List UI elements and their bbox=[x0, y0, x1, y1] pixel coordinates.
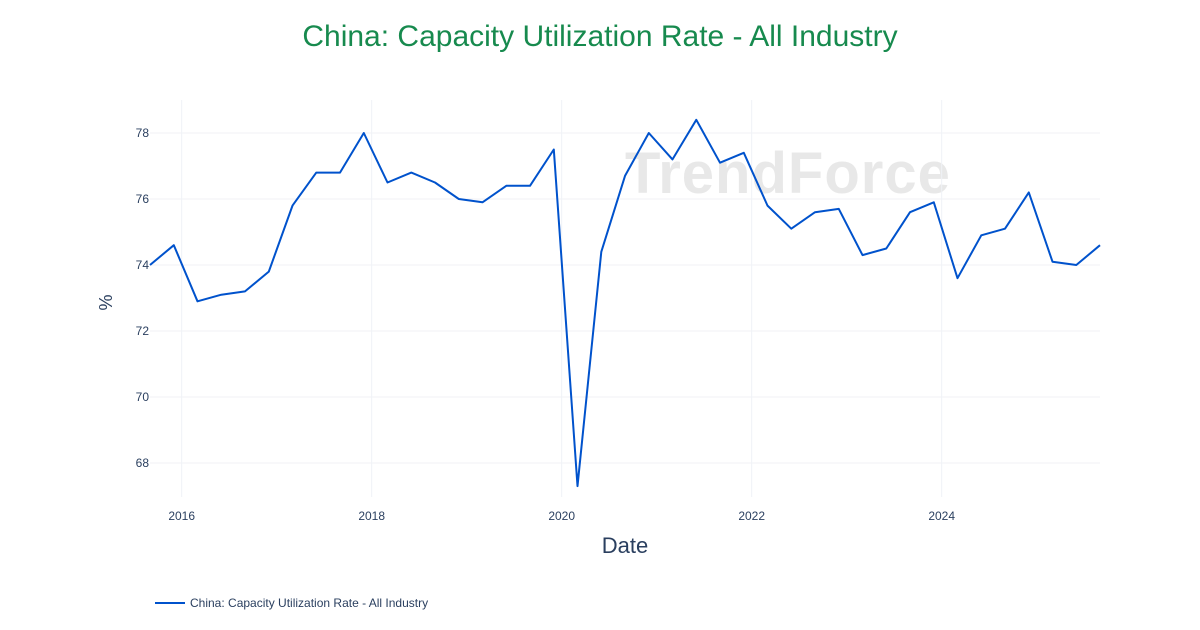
data-point bbox=[1027, 190, 1031, 194]
data-point bbox=[196, 299, 200, 303]
data-point bbox=[457, 197, 461, 201]
data-point bbox=[979, 233, 983, 237]
data-point bbox=[789, 227, 793, 231]
trendforce-watermark-logo: TrendForce bbox=[625, 141, 951, 206]
data-point bbox=[718, 161, 722, 165]
data-point bbox=[481, 200, 485, 204]
data-point bbox=[148, 263, 152, 267]
data-point bbox=[671, 157, 675, 161]
data-point bbox=[433, 181, 437, 185]
y-tick-label: 78 bbox=[136, 126, 150, 140]
y-tick-label: 68 bbox=[136, 456, 150, 470]
data-point bbox=[956, 276, 960, 280]
data-point bbox=[243, 289, 247, 293]
x-tick-label: 2016 bbox=[168, 509, 195, 523]
data-point bbox=[314, 171, 318, 175]
data-point bbox=[362, 131, 366, 135]
x-tick-label: 2022 bbox=[738, 509, 765, 523]
x-tick-label: 2020 bbox=[548, 509, 575, 523]
data-point bbox=[528, 184, 532, 188]
chart-title: China: Capacity Utilization Rate - All I… bbox=[302, 20, 898, 53]
data-point bbox=[647, 131, 651, 135]
data-point bbox=[504, 184, 508, 188]
data-point bbox=[861, 253, 865, 257]
data-point bbox=[694, 118, 698, 122]
data-point bbox=[623, 174, 627, 178]
data-point bbox=[172, 243, 176, 247]
y-tick-label: 70 bbox=[136, 390, 150, 404]
data-point bbox=[576, 484, 580, 488]
data-point bbox=[813, 210, 817, 214]
x-axis-title: Date bbox=[602, 533, 648, 558]
data-point bbox=[386, 181, 390, 185]
y-tick-label: 76 bbox=[136, 192, 150, 206]
data-point bbox=[338, 171, 342, 175]
legend-line-swatch bbox=[155, 602, 185, 604]
series-line bbox=[149, 118, 1101, 488]
data-point bbox=[1098, 243, 1102, 247]
data-point bbox=[1051, 260, 1055, 264]
data-point bbox=[409, 171, 413, 175]
x-tick-label: 2018 bbox=[358, 509, 385, 523]
data-point bbox=[884, 247, 888, 251]
data-point bbox=[742, 151, 746, 155]
data-point bbox=[766, 204, 770, 208]
data-point bbox=[552, 148, 556, 152]
data-point bbox=[219, 293, 223, 297]
data-point bbox=[599, 250, 603, 254]
data-point bbox=[932, 200, 936, 204]
data-point bbox=[908, 210, 912, 214]
data-point bbox=[1003, 227, 1007, 231]
data-point bbox=[837, 207, 841, 211]
data-point bbox=[1074, 263, 1078, 267]
legend-label: China: Capacity Utilization Rate - All I… bbox=[190, 596, 429, 610]
x-tick-label: 2024 bbox=[928, 509, 955, 523]
y-tick-label: 74 bbox=[136, 258, 150, 272]
y-axis-title: % bbox=[96, 294, 116, 310]
legend[interactable]: China: Capacity Utilization Rate - All I… bbox=[155, 596, 428, 610]
data-point bbox=[267, 270, 271, 274]
y-tick-label: 72 bbox=[136, 324, 150, 338]
data-point bbox=[291, 204, 295, 208]
